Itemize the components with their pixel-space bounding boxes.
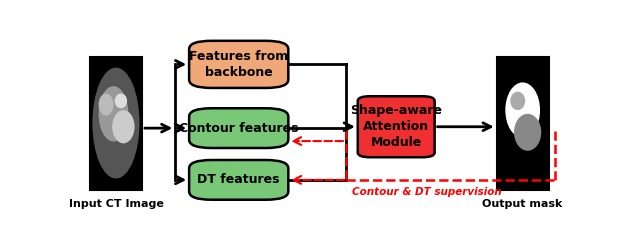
- Ellipse shape: [506, 82, 540, 138]
- Ellipse shape: [112, 110, 134, 143]
- Text: Output mask: Output mask: [483, 199, 563, 209]
- Ellipse shape: [115, 94, 127, 108]
- Text: Contour & DT supervision: Contour & DT supervision: [353, 187, 502, 197]
- Ellipse shape: [99, 86, 129, 142]
- FancyBboxPatch shape: [189, 108, 289, 148]
- Text: DT features: DT features: [198, 173, 280, 186]
- Ellipse shape: [99, 94, 113, 116]
- Ellipse shape: [92, 68, 140, 179]
- Ellipse shape: [514, 114, 541, 151]
- Ellipse shape: [510, 92, 525, 110]
- FancyBboxPatch shape: [189, 41, 289, 88]
- FancyBboxPatch shape: [358, 96, 435, 157]
- FancyBboxPatch shape: [189, 160, 289, 200]
- FancyBboxPatch shape: [90, 57, 142, 190]
- Text: Features from
backbone: Features from backbone: [189, 50, 289, 79]
- Text: Input CT Image: Input CT Image: [68, 199, 163, 209]
- FancyBboxPatch shape: [497, 57, 548, 190]
- Text: Shape-aware
Attention
Module: Shape-aware Attention Module: [350, 104, 442, 149]
- Text: Contour features: Contour features: [179, 122, 298, 135]
